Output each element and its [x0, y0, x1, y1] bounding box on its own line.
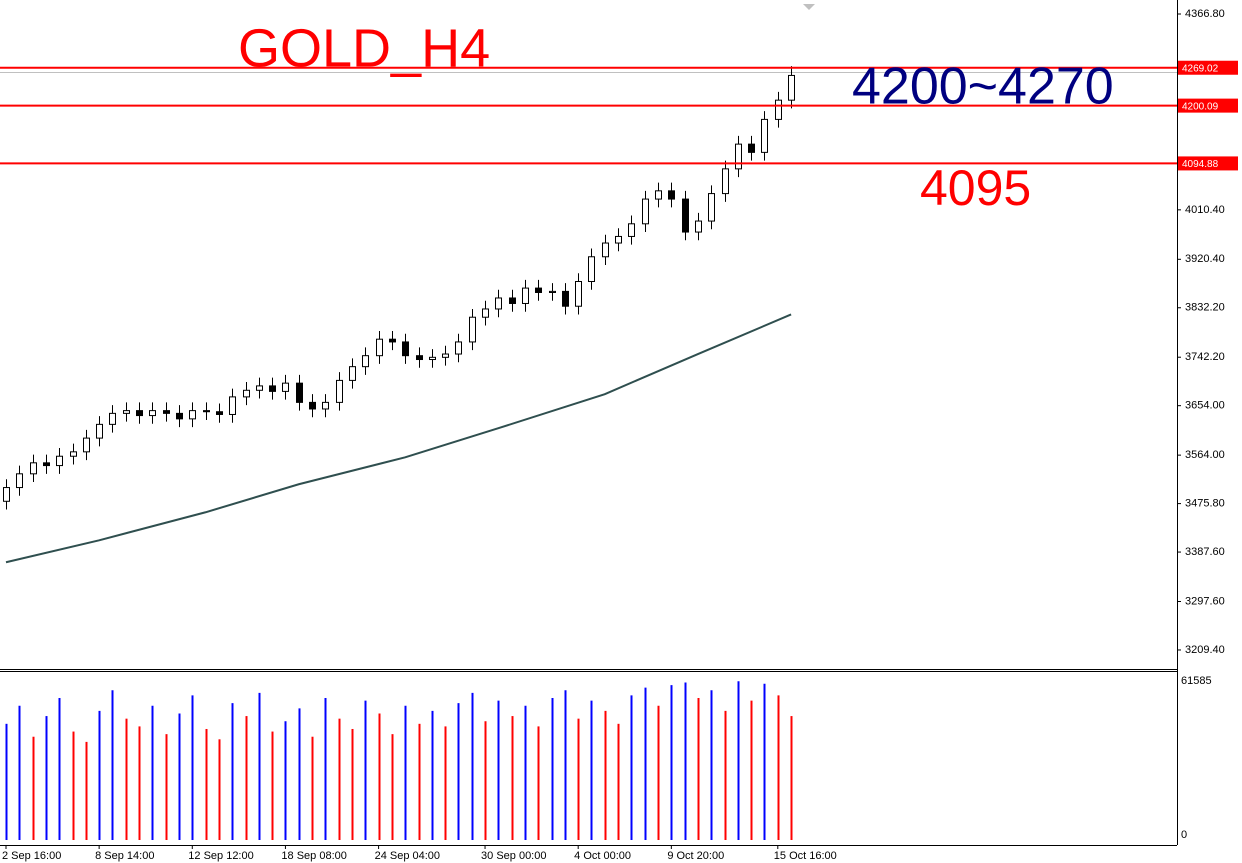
candle-body — [43, 462, 50, 467]
candle-body — [416, 355, 423, 361]
candle-body — [362, 355, 369, 368]
candle-body — [189, 410, 196, 420]
y-tick-label: 3832.20 — [1185, 302, 1225, 314]
shift-marker — [803, 4, 815, 10]
candle-body — [469, 316, 476, 343]
candle-body — [402, 341, 409, 357]
candle-body — [655, 190, 662, 200]
candle-body — [282, 382, 289, 392]
y-tick-label: 3209.40 — [1185, 644, 1225, 656]
moving-average — [5, 313, 792, 564]
candle-body — [163, 410, 170, 414]
candle-body — [269, 385, 276, 392]
candle-body — [429, 356, 436, 361]
candle-body — [56, 455, 63, 467]
candle-body — [628, 223, 635, 237]
level-tag — [1178, 156, 1238, 171]
candle-body — [775, 99, 782, 120]
y-tick-label: 4366.80 — [1185, 8, 1225, 20]
candle-body — [562, 290, 569, 307]
candle-body — [748, 143, 755, 153]
candle-body — [336, 379, 343, 403]
x-tick-label: 30 Sep 00:00 — [481, 850, 546, 862]
y-tick-label: 3475.80 — [1185, 498, 1225, 510]
candle-body — [602, 242, 609, 258]
candle-body — [722, 168, 729, 195]
candle-body — [509, 297, 516, 304]
candle-body — [615, 235, 622, 244]
y-tick-label: 4010.40 — [1185, 204, 1225, 216]
x-tick-label: 8 Sep 14:00 — [95, 850, 154, 862]
candle-body — [70, 451, 77, 457]
candle-body — [735, 143, 742, 170]
y-tick-label: 3654.00 — [1185, 400, 1225, 412]
candle-body — [549, 290, 556, 293]
candle-body — [229, 396, 236, 415]
y-tick-label: 3387.60 — [1185, 546, 1225, 558]
candle-body — [96, 423, 103, 439]
y-tick-label: 3742.20 — [1185, 351, 1225, 363]
candle-body — [176, 412, 183, 420]
x-tick-label: 12 Sep 12:00 — [188, 850, 253, 862]
candle-body — [296, 382, 303, 403]
candle-body — [16, 473, 23, 489]
candle-body — [588, 256, 595, 282]
candle-body — [642, 198, 649, 225]
candle-body — [682, 198, 689, 233]
candle-body — [389, 338, 396, 343]
candle-body — [149, 410, 156, 417]
candle-body — [495, 297, 502, 310]
candle-body — [203, 410, 210, 413]
candle-body — [535, 287, 542, 293]
volume-tick-label: 61585 — [1181, 675, 1212, 687]
candle-body — [243, 389, 250, 398]
candle-body — [708, 193, 715, 222]
candle-body — [3, 487, 10, 502]
x-tick-label: 4 Oct 00:00 — [574, 850, 631, 862]
candle-body — [668, 190, 675, 200]
annotation: 4200~4270 — [852, 58, 1114, 116]
candle-body — [30, 462, 37, 475]
level-label: 4200.09 — [1182, 101, 1219, 112]
level-tag — [1178, 60, 1238, 75]
candle-body — [216, 411, 223, 415]
candle-body — [522, 287, 529, 304]
level-tag — [1178, 98, 1238, 113]
candle-body — [575, 280, 582, 307]
candle-body — [322, 401, 329, 410]
candle-body — [83, 437, 90, 453]
x-tick-label: 18 Sep 08:00 — [281, 850, 346, 862]
candle-body — [309, 401, 316, 410]
annotation: 4095 — [920, 160, 1031, 216]
x-tick-label: 9 Oct 20:00 — [667, 850, 724, 862]
candle-body — [455, 341, 462, 355]
level-label: 4269.02 — [1182, 63, 1219, 74]
y-tick-label: 3297.60 — [1185, 595, 1225, 607]
candle-body — [788, 74, 795, 101]
candle-body — [442, 353, 449, 358]
x-tick-label: 2 Sep 16:00 — [2, 850, 61, 862]
candle-body — [109, 412, 116, 425]
candle-body — [695, 220, 702, 233]
candle-body — [482, 308, 489, 318]
x-tick-label: 24 Sep 04:00 — [375, 850, 440, 862]
y-tick-label: 3564.00 — [1185, 449, 1225, 461]
candle-body — [123, 410, 130, 414]
level-label: 4094.88 — [1182, 159, 1219, 170]
x-tick-label: 15 Oct 16:00 — [774, 850, 837, 862]
volume-tick-label: 0 — [1181, 829, 1187, 841]
candle-body — [136, 410, 143, 417]
candle-body — [376, 338, 383, 357]
y-tick-label: 3920.40 — [1185, 253, 1225, 265]
candle-body — [761, 118, 768, 153]
candle-body — [256, 385, 263, 391]
candle-body — [349, 366, 356, 381]
chart-title: GOLD_H4 — [238, 18, 490, 78]
